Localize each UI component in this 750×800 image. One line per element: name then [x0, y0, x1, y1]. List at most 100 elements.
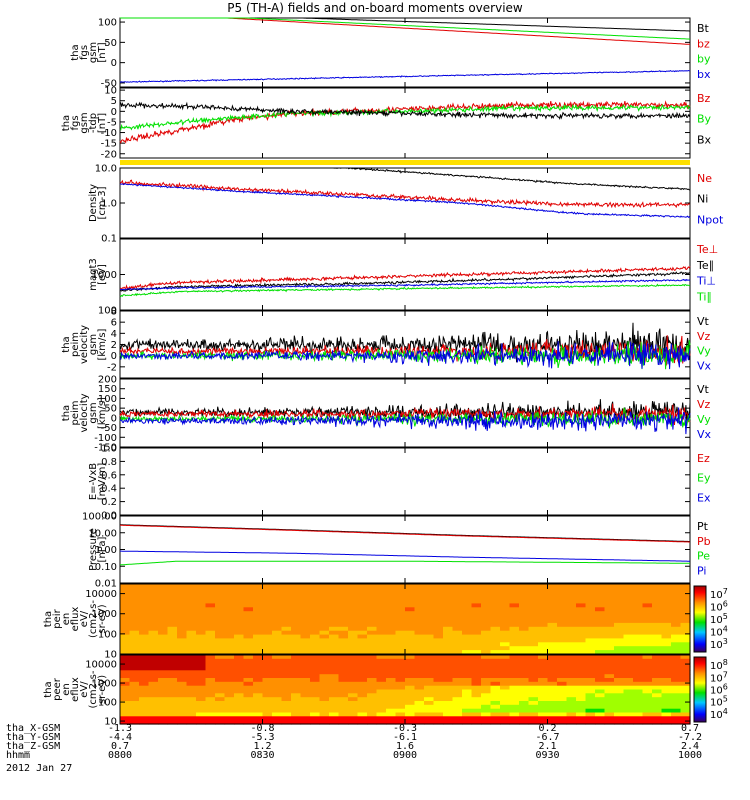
heatmap-cell — [300, 634, 311, 640]
heatmap-cell — [329, 611, 340, 616]
heatmap-cell — [234, 607, 245, 612]
heatmap-cell — [566, 599, 577, 605]
heatmap-cell — [405, 650, 416, 655]
heatmap-cell — [414, 681, 425, 687]
heatmap-cell — [414, 658, 425, 664]
heatmap-cell — [642, 595, 653, 601]
heatmap-cell — [357, 626, 368, 632]
heatmap-cell — [348, 638, 359, 643]
heatmap-cell — [433, 591, 444, 597]
heatmap-cell — [481, 638, 492, 643]
heatmap-cell — [395, 638, 406, 643]
heatmap-cell — [386, 708, 397, 714]
heatmap-cell — [262, 701, 273, 706]
heatmap-cell — [443, 681, 454, 687]
heatmap-cell — [547, 603, 558, 608]
heatmap-cell — [253, 678, 264, 683]
heatmap-cell — [348, 642, 359, 647]
heatmap-cell — [414, 607, 425, 612]
heatmap-cell — [576, 619, 587, 624]
heatmap-cell — [196, 611, 207, 616]
heatmap-cell — [433, 693, 444, 698]
heatmap-cell — [300, 622, 311, 628]
heatmap-cell — [424, 712, 435, 717]
heatmap-cell — [281, 666, 292, 671]
heatmap-cell — [262, 681, 273, 687]
heatmap-cell — [509, 662, 520, 668]
y-tick-label: 10.00 — [88, 528, 117, 539]
heatmap-cell — [291, 634, 302, 640]
heatmap-cell — [291, 587, 302, 593]
heatmap-cell — [196, 591, 207, 597]
heatmap-cell — [281, 693, 292, 698]
heatmap-cell — [272, 678, 283, 683]
heatmap-cell — [433, 678, 444, 683]
y-axis-label: [nT] — [97, 42, 108, 62]
heatmap-cell — [462, 584, 473, 589]
heatmap-cell — [167, 615, 178, 620]
heatmap-cell — [234, 720, 245, 725]
heatmap-cell — [386, 670, 397, 675]
heatmap-cell — [158, 674, 169, 679]
heatmap-cell — [395, 615, 406, 620]
y-tick-label: 200 — [98, 375, 117, 386]
heatmap-cell — [633, 712, 644, 717]
heatmap-cell — [367, 646, 378, 651]
heatmap-cell — [566, 642, 577, 647]
heatmap-cell — [338, 642, 349, 647]
y-axis-label: fgs — [79, 45, 90, 60]
heatmap-cell — [272, 607, 283, 612]
heatmap-cell — [196, 712, 207, 717]
heatmap-cell — [414, 701, 425, 706]
heatmap-cell — [680, 655, 691, 660]
heatmap-cell — [367, 626, 378, 632]
heatmap-cell — [481, 615, 492, 620]
y-axis-label: gsm — [88, 402, 99, 423]
heatmap-cell — [680, 584, 691, 589]
heatmap-cell — [576, 697, 587, 702]
colorbar-tick-label: 106 — [710, 683, 728, 697]
heatmap-cell — [148, 697, 159, 702]
heatmap-cell — [604, 681, 615, 687]
series-line-Bx — [119, 101, 691, 120]
heatmap-cell — [585, 666, 596, 671]
xaxis-value: 2.1 — [538, 741, 557, 752]
legend-Pb: Pb — [697, 535, 711, 548]
heatmap-cell — [329, 587, 340, 593]
heatmap-cell — [519, 591, 530, 597]
heatmap-cell — [158, 603, 169, 608]
heatmap-cell — [566, 611, 577, 616]
heatmap-cell — [604, 689, 615, 694]
heatmap-cell — [576, 720, 587, 725]
heatmap-cell — [367, 670, 378, 675]
heatmap-cell — [481, 678, 492, 683]
heatmap-cell — [167, 626, 178, 632]
heatmap-cell — [547, 662, 558, 668]
heatmap-cell — [329, 658, 340, 664]
heatmap-cell — [120, 650, 131, 655]
heatmap-cell — [661, 655, 672, 660]
heatmap-cell — [500, 595, 511, 601]
heatmap-cell — [329, 626, 340, 632]
heatmap-cell — [424, 595, 435, 601]
heatmap-cell — [566, 693, 577, 698]
heatmap-cell — [509, 693, 520, 698]
heatmap-cell — [623, 674, 634, 679]
heatmap-cell — [310, 689, 321, 694]
heatmap-cell — [452, 662, 463, 668]
heatmap-cell — [395, 591, 406, 597]
heatmap-cell — [224, 674, 235, 679]
heatmap-cell — [291, 638, 302, 643]
heatmap-cell — [614, 685, 625, 691]
heatmap-cell — [557, 619, 568, 624]
heatmap-cell — [595, 670, 606, 675]
heatmap-cell — [528, 685, 539, 691]
heatmap-cell — [367, 708, 378, 714]
heatmap-cell — [139, 662, 150, 668]
heatmap-cell — [186, 685, 197, 691]
heatmap-cell — [243, 704, 254, 710]
heatmap-cell — [310, 634, 321, 640]
heatmap-cell — [329, 595, 340, 601]
heatmap-cell — [452, 634, 463, 640]
